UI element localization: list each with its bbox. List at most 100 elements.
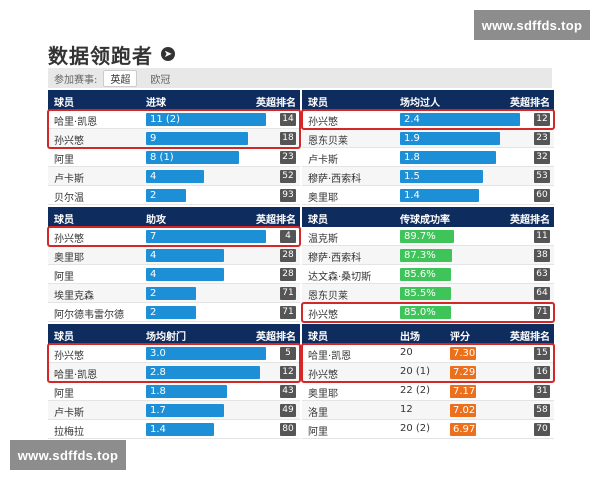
table-row[interactable]: 孙兴慜 85.0% 71 [302,303,554,322]
stat-bar: 1.8 [400,151,496,164]
league-rank-badge: 71 [534,306,550,319]
panel-header: 球员 场均过人 英超排名 [302,90,554,110]
column-header: 球员 [54,98,74,109]
table-row[interactable]: 温克斯 89.7% 11 [302,227,554,246]
player-name: 卢卡斯 [308,155,338,166]
rating-badge: 7.30 [450,347,476,360]
table-row[interactable]: 奥里耶 4 28 [48,246,300,265]
table-row[interactable]: 卢卡斯 1.7 49 [48,401,300,420]
player-name: 阿里 [54,272,74,283]
table-row[interactable]: 阿里 4 28 [48,265,300,284]
stat-bar: 1.8 [146,385,227,398]
column-header: 球员 [54,215,74,226]
panel-header: 球员 助攻 英超排名 [48,207,300,227]
player-name: 阿里 [54,155,74,166]
column-header: 评分 [450,332,470,343]
league-rank-badge: 4 [280,230,296,243]
table-row[interactable]: 哈里·凯恩 20 7.30 15 [302,344,554,363]
league-rank-badge: 52 [280,170,296,183]
league-rank-badge: 14 [280,113,296,126]
table-row[interactable]: 拉梅拉 1.4 80 [48,420,300,439]
league-rank-badge: 43 [280,385,296,398]
stat-bar: 85.6% [400,268,452,281]
stat-bar: 1.4 [146,423,214,436]
table-row[interactable]: 哈里·凯恩 2.8 12 [48,363,300,382]
stat-bar: 4 [146,268,224,281]
league-rank-badge: 16 [534,366,550,379]
column-header: 英超排名 [510,332,550,343]
table-row[interactable]: 贝尔温 2 93 [48,186,300,205]
table-row[interactable]: 阿里 1.8 43 [48,382,300,401]
filter-option-premier-league[interactable]: 英超 [103,69,138,87]
table-row[interactable]: 达文森·桑切斯 85.6% 63 [302,265,554,284]
rating-badge: 6.97 [450,423,476,436]
league-rank-badge: 11 [534,230,550,243]
stat-bar: 11 (2) [146,113,266,126]
stat-bar: 2.4 [400,113,520,126]
watermark-top: www.sdffds.top [474,10,590,40]
arrow-right-icon[interactable]: ➤ [161,47,175,61]
table-row[interactable]: 孙兴慜 7 4 [48,227,300,246]
player-name: 孙兴慜 [54,234,84,245]
league-rank-badge: 23 [280,151,296,164]
league-rank-badge: 23 [534,132,550,145]
filter-option-champions-league[interactable]: 欧冠 [150,74,171,86]
panel-goals: 球员 进球 英超排名 哈里·凯恩 11 (2) 14 孙兴慜 9 18 阿里 8 (1) 23 卢卡斯 4… [48,90,300,205]
panel-dribbles: 球员 场均过人 英超排名 孙兴慜 2.4 12 恩东贝莱 1.9 23 卢卡斯 1.8 32 穆萨·西索… [302,90,554,205]
table-row[interactable]: 卢卡斯 1.8 32 [302,148,554,167]
stat-bar: 87.3% [400,249,453,262]
player-name: 埃里克森 [54,291,94,302]
page-title-text: 数据领跑者 [48,43,153,68]
league-rank-badge: 12 [280,366,296,379]
player-name: 卢卡斯 [54,408,84,419]
table-row[interactable]: 恩东贝莱 1.9 23 [302,129,554,148]
player-name: 孙兴慜 [54,136,84,147]
league-rank-badge: 58 [534,404,550,417]
player-name: 恩东贝莱 [308,291,348,302]
table-row[interactable]: 奥里耶 22 (2) 7.17 31 [302,382,554,401]
appearances: 20 (2) [400,423,431,434]
stat-bar: 2 [146,306,196,319]
league-rank-badge: 15 [534,347,550,360]
stat-bar: 2 [146,189,186,202]
column-header: 球员 [308,98,328,109]
table-row[interactable]: 埃里克森 2 71 [48,284,300,303]
table-row[interactable]: 恩东贝莱 85.5% 64 [302,284,554,303]
table-row[interactable]: 奥里耶 1.4 60 [302,186,554,205]
league-rank-badge: 32 [534,151,550,164]
table-row[interactable]: 阿尔德韦雷尔德 2 71 [48,303,300,322]
league-rank-badge: 64 [534,287,550,300]
table-row[interactable]: 穆萨·西索科 1.5 53 [302,167,554,186]
league-rank-badge: 5 [280,347,296,360]
column-header: 英超排名 [256,332,296,343]
player-name: 奥里耶 [308,193,338,204]
player-name: 奥里耶 [54,253,84,264]
league-rank-badge: 12 [534,113,550,126]
table-row[interactable]: 穆萨·西索科 87.3% 38 [302,246,554,265]
appearances: 20 [400,347,413,358]
rating-badge: 7.17 [450,385,476,398]
player-name: 阿里 [308,427,328,438]
stat-bar: 1.4 [400,189,480,202]
panel-header: 球员 进球 英超排名 [48,90,300,110]
player-name: 穆萨·西索科 [308,174,362,185]
stat-bar: 2 [146,287,196,300]
table-row[interactable]: 卢卡斯 4 52 [48,167,300,186]
table-row[interactable]: 阿里 20 (2) 6.97 70 [302,420,554,439]
stat-bar: 85.5% [400,287,452,300]
table-row[interactable]: 孙兴慜 3.0 5 [48,344,300,363]
table-row[interactable]: 孙兴慜 20 (1) 7.29 16 [302,363,554,382]
column-header: 出场 [400,332,420,343]
table-row[interactable]: 孙兴慜 9 18 [48,129,300,148]
league-rank-badge: 71 [280,306,296,319]
table-row[interactable]: 哈里·凯恩 11 (2) 14 [48,110,300,129]
player-name: 贝尔温 [54,193,84,204]
table-row[interactable]: 洛里 12 7.02 58 [302,401,554,420]
league-rank-badge: 53 [534,170,550,183]
column-header: 球员 [308,215,328,226]
table-row[interactable]: 孙兴慜 2.4 12 [302,110,554,129]
table-row[interactable]: 阿里 8 (1) 23 [48,148,300,167]
stat-bar: 7 [146,230,266,243]
league-rank-badge: 38 [534,249,550,262]
column-header: 场均过人 [400,98,440,109]
